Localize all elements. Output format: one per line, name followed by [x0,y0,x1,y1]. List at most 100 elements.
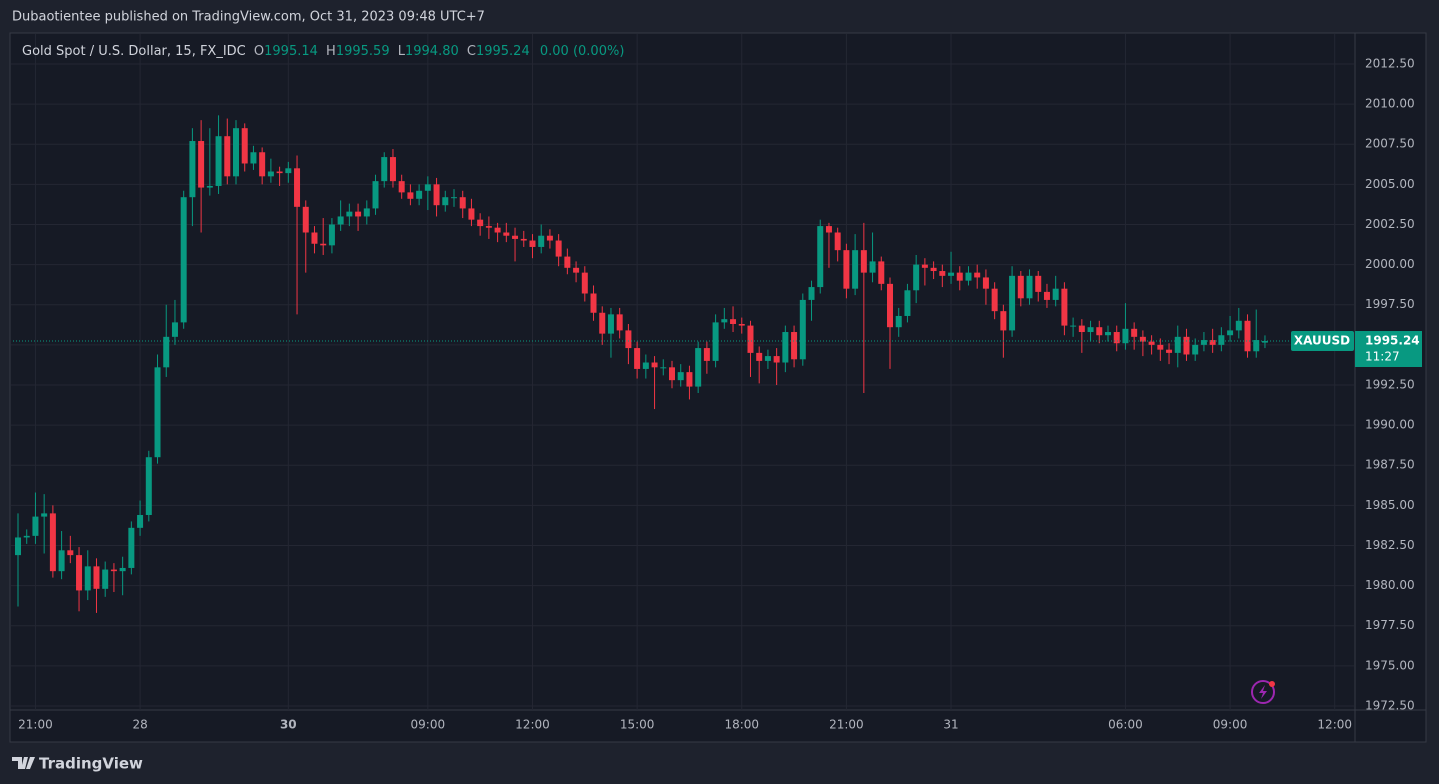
candle-body [381,157,388,182]
candle-body [320,243,327,246]
x-tick-label: 28 [132,718,147,732]
y-tick-label: 1985.00 [1365,498,1415,512]
brand-logo [12,757,35,769]
publish-info: Dubaotientee published on TradingView.co… [12,10,485,25]
candle-body [982,277,989,289]
candle-body [625,330,632,349]
chart-panel [9,32,1427,743]
candle-body [372,181,379,209]
candle-body [145,457,152,515]
candle-body [1235,320,1242,331]
candle-body [956,272,963,281]
brand[interactable]: TradingView [12,755,143,773]
candle-body [389,157,396,182]
candle-body [1244,320,1251,352]
x-tick-label: 15:00 [620,718,655,732]
candle-body [110,569,117,572]
candle-body [76,555,83,591]
x-tick-label: 09:00 [411,718,446,732]
candle-body [250,152,257,164]
candle-body [137,514,144,528]
candle-body [686,372,693,387]
candle-body [878,261,885,284]
y-tick-label: 2002.50 [1365,217,1415,231]
candle-body [416,190,423,199]
candle-body [241,128,248,164]
legend: Gold Spot / U.S. Dollar, 15, FX_IDC O199… [22,44,624,59]
candle-body [206,185,213,188]
candle-body [991,288,998,312]
x-tick-label: 21:00 [829,718,864,732]
candle-body [407,192,414,199]
legend-key: L [398,44,406,59]
candle-body [485,226,492,228]
candle-body [660,367,667,369]
candle-body [1096,327,1103,336]
candle-body [102,569,109,589]
candle-body [764,356,771,361]
candle-body [538,235,545,247]
candle-body [887,283,893,328]
price-tags: XAUUSD 1995.24 11:27 [1291,331,1422,368]
candle-body [294,168,301,207]
candle-body [1174,336,1181,353]
y-tick-label: 2005.00 [1365,177,1415,191]
candle-body [163,336,170,368]
candle-body [1113,332,1120,344]
candle-body [15,537,21,556]
legend-change: 0.00 (0.00%) [540,44,625,59]
candle-body [939,271,946,276]
candle-body [1043,291,1050,300]
candle-body [442,197,449,206]
candle-body [642,362,649,369]
y-tick-label: 1992.50 [1365,377,1415,391]
y-tick-label: 1987.50 [1365,458,1415,472]
candle-body [791,332,798,360]
symbol-tag: XAUUSD [1294,334,1350,348]
candle-body [1009,275,1016,331]
candle-body [634,348,641,369]
legend-value: 1994.80 [405,44,459,59]
candle-body [363,208,370,217]
price-tag: 1995.24 [1365,334,1420,348]
candle-body [1253,340,1260,352]
candle-body [913,264,920,291]
candles [11,115,1354,613]
y-tick-label: 1990.00 [1365,418,1415,432]
candle-body [477,219,484,227]
candle-body [276,171,283,174]
candle-body [1122,328,1129,344]
legend-value: 1995.59 [336,44,390,59]
candle-body [49,513,56,572]
candle-body [93,566,100,589]
alert-dot [1269,681,1275,687]
y-tick-label: 1972.50 [1365,698,1415,712]
candle-body [573,267,580,273]
candle-body [852,250,859,289]
candle-body [198,141,205,188]
candle-body [590,293,597,313]
candle-body [23,535,30,538]
time-axis: 21:00 28 30 09:00 12:00 15:00 18:00 21:00 31 06:0… [18,718,1352,732]
candle-body [1026,275,1033,299]
candle-body [1227,330,1234,336]
alert-circle[interactable] [1251,680,1275,704]
candle-body [730,319,737,324]
x-tick-label: 09:00 [1213,718,1248,732]
candle-body [346,211,353,217]
countdown: 11:27 [1365,350,1400,364]
candle-body [32,516,39,536]
candle-body [398,181,405,193]
alert-icon[interactable] [1251,680,1275,704]
candle-body [1087,327,1094,333]
candle-body [311,232,318,244]
candle-body [154,367,161,458]
candle-body [860,250,867,273]
candle-body [1148,341,1155,345]
grid [11,34,1354,710]
candle-body [721,319,728,323]
candle-body [355,211,362,217]
candle-body [895,315,902,328]
candle-body [424,184,431,191]
candle-body [616,314,623,331]
